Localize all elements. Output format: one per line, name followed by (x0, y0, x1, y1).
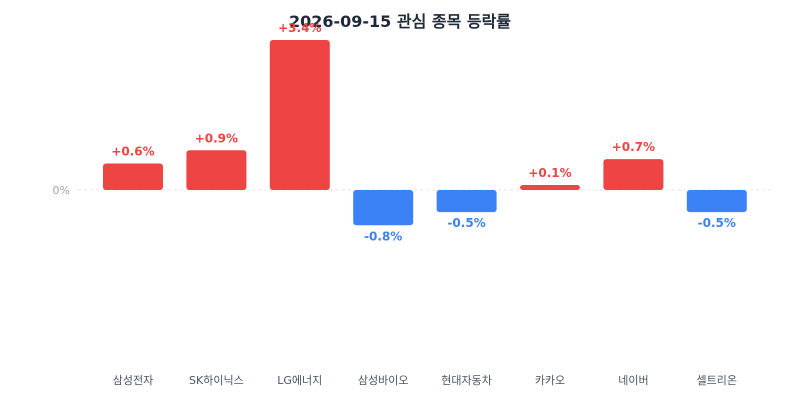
category-label-7: 셀트리온 (697, 374, 737, 387)
value-label-7: -0.5% (698, 216, 736, 230)
category-label-2: LG에너지 (277, 374, 322, 387)
bar-5 (520, 185, 580, 190)
zero-axis-label: 0% (53, 184, 70, 197)
category-labels-group: 삼성전자 SK하이닉스 LG에너지 삼성바이오 현대자동차 카카오 네이버 셀트리온 (113, 373, 737, 387)
bar-0 (103, 163, 163, 190)
value-label-1: +0.9% (195, 131, 238, 145)
bar-3 (353, 190, 414, 226)
value-label-0: +0.6% (111, 145, 154, 159)
bar-6 (603, 159, 664, 190)
category-label-3: 삼성바이오 (358, 374, 409, 387)
bar-4 (436, 190, 497, 213)
bar-2 (269, 40, 330, 190)
value-label-2: +3.4% (278, 21, 321, 35)
value-labels-group: +0.6% +0.9% +3.4% -0.8% -0.5% +0.1% +0.7% -0.5% (111, 21, 736, 243)
category-label-5: 카카오 (535, 374, 565, 387)
category-label-6: 네이버 (618, 374, 648, 387)
bar-7 (686, 190, 747, 213)
bars-group (103, 40, 747, 226)
value-label-5: +0.1% (528, 166, 571, 180)
value-label-4: -0.5% (447, 216, 485, 230)
bar-1 (186, 150, 247, 190)
category-label-4: 현대자동차 (441, 374, 492, 387)
category-label-1: SK하이닉스 (189, 373, 244, 387)
value-label-6: +0.7% (612, 140, 655, 154)
value-label-3: -0.8% (364, 229, 402, 243)
category-label-0: 삼성전자 (113, 374, 153, 387)
chart-title: 2026-09-15 관심 종목 등락률 (289, 12, 511, 31)
